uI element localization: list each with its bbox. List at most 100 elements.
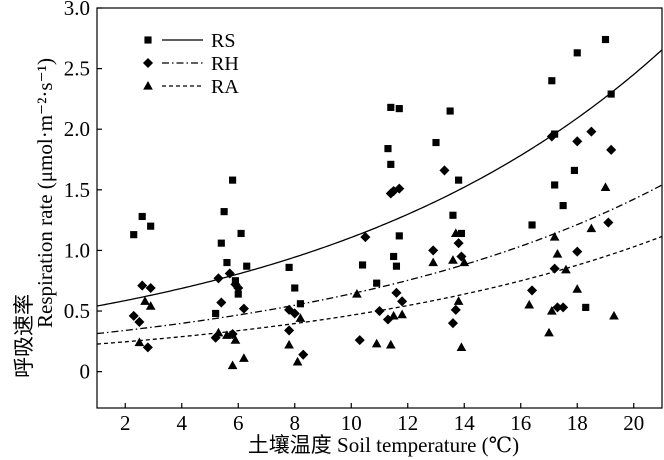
- data-point-rh: [394, 183, 405, 194]
- data-point-ra: [450, 228, 461, 238]
- legend-marker-rs: [144, 36, 152, 44]
- data-point-rs: [528, 221, 536, 229]
- data-point-rh: [284, 325, 295, 336]
- data-point-rs: [601, 35, 610, 44]
- data-point-rs: [217, 239, 225, 247]
- data-point-rh: [213, 273, 224, 284]
- data-point-rh: [145, 282, 156, 294]
- data-point-rh: [142, 342, 153, 353]
- data-point-rh: [549, 263, 560, 274]
- data-point-rs: [457, 229, 465, 238]
- x-tick-label: 2: [120, 411, 131, 435]
- x-tick-label: 10: [341, 411, 362, 435]
- data-point-rs: [229, 176, 237, 184]
- data-point-rh: [227, 329, 238, 340]
- data-point-rh: [224, 268, 235, 279]
- data-point-rh: [428, 245, 439, 256]
- data-point-rh: [233, 282, 244, 294]
- data-point-rh: [216, 297, 227, 308]
- data-point-rs: [387, 160, 395, 168]
- data-point-rs: [373, 279, 381, 287]
- data-point-ra: [239, 353, 249, 362]
- data-point-ra: [385, 339, 396, 349]
- x-tick-label: 6: [233, 411, 244, 435]
- data-point-rs: [455, 176, 463, 184]
- data-point-ra: [213, 327, 224, 337]
- data-point-rh: [527, 285, 538, 296]
- data-point-rs: [223, 258, 231, 267]
- data-point-rs: [573, 49, 581, 57]
- data-point-rs: [147, 222, 155, 230]
- data-point-ra: [140, 296, 150, 305]
- data-point-rh: [391, 287, 402, 298]
- data-point-ra: [388, 310, 399, 320]
- data-point-rh: [586, 126, 597, 137]
- data-point-rs: [607, 90, 615, 98]
- y-tick-label: 1.5: [64, 178, 90, 202]
- data-point-rs: [358, 261, 367, 269]
- x-tick-label: 20: [623, 411, 644, 435]
- y-tick-label: 0: [80, 360, 91, 384]
- data-point-rh: [298, 349, 309, 360]
- data-point-rh: [603, 217, 614, 228]
- data-point-rs: [384, 145, 392, 153]
- data-point-ra: [284, 339, 294, 349]
- data-point-rh: [456, 251, 467, 262]
- data-point-ra: [456, 342, 467, 351]
- data-point-rs: [449, 211, 457, 219]
- data-point-rh: [450, 304, 461, 315]
- data-point-rs: [234, 290, 242, 298]
- plot-frame: [96, 7, 663, 409]
- x-axis-title: 土壤温度 Soil temperature (℃): [248, 433, 519, 457]
- data-point-ra: [292, 356, 303, 366]
- data-point-rh: [546, 131, 557, 142]
- data-point-ra: [371, 338, 382, 348]
- data-point-ra: [524, 299, 535, 309]
- data-point-rs: [237, 229, 245, 238]
- y-tick-label: 3.0: [64, 0, 90, 20]
- data-point-rh: [439, 165, 450, 176]
- fit-curve-ra: [96, 235, 663, 345]
- data-point-ra: [552, 249, 563, 258]
- data-point-ra: [549, 232, 560, 241]
- series-rh: [128, 126, 617, 360]
- legend-label-rs: RS: [211, 30, 235, 52]
- data-point-ra: [546, 305, 557, 315]
- data-point-ra: [609, 310, 619, 320]
- series-ra: [134, 182, 619, 370]
- data-point-rs: [220, 208, 228, 216]
- series-rs: [130, 35, 615, 318]
- data-point-rh: [134, 316, 145, 327]
- data-point-ra: [352, 289, 362, 298]
- x-tick-label: 8: [290, 411, 301, 435]
- y-axis-title-en: Respiration rate (μmol·m⁻²·s⁻¹): [33, 58, 57, 328]
- data-point-rs: [582, 303, 590, 311]
- data-point-rh: [388, 185, 399, 197]
- data-point-rs: [432, 138, 440, 147]
- fit-curve-rh: [96, 184, 663, 335]
- legend-label-ra: RA: [211, 76, 239, 98]
- data-point-ra: [222, 330, 232, 339]
- y-axis-title: 呼吸速率 Respiration rate (μmol·m⁻²·s⁻¹): [12, 58, 57, 378]
- data-point-ra: [459, 257, 470, 267]
- data-point-rs: [138, 212, 146, 221]
- legend-marker-rh: [142, 57, 154, 69]
- fit-curve-rs: [96, 49, 663, 307]
- data-point-rh: [606, 144, 617, 155]
- data-point-rs: [548, 77, 556, 85]
- data-point-ra: [544, 327, 554, 337]
- data-point-rh: [385, 188, 396, 199]
- data-point-rh: [374, 305, 385, 317]
- data-point-ra: [145, 301, 156, 310]
- data-point-rh: [354, 335, 365, 346]
- data-point-rh: [447, 318, 458, 329]
- data-point-rs: [212, 309, 220, 318]
- data-point-rs: [559, 202, 567, 210]
- data-point-rs: [243, 262, 251, 270]
- data-point-rs: [130, 231, 138, 239]
- legend-marker-ra: [143, 80, 153, 90]
- data-point-rs: [296, 300, 304, 308]
- x-tick-label: 16: [510, 411, 531, 435]
